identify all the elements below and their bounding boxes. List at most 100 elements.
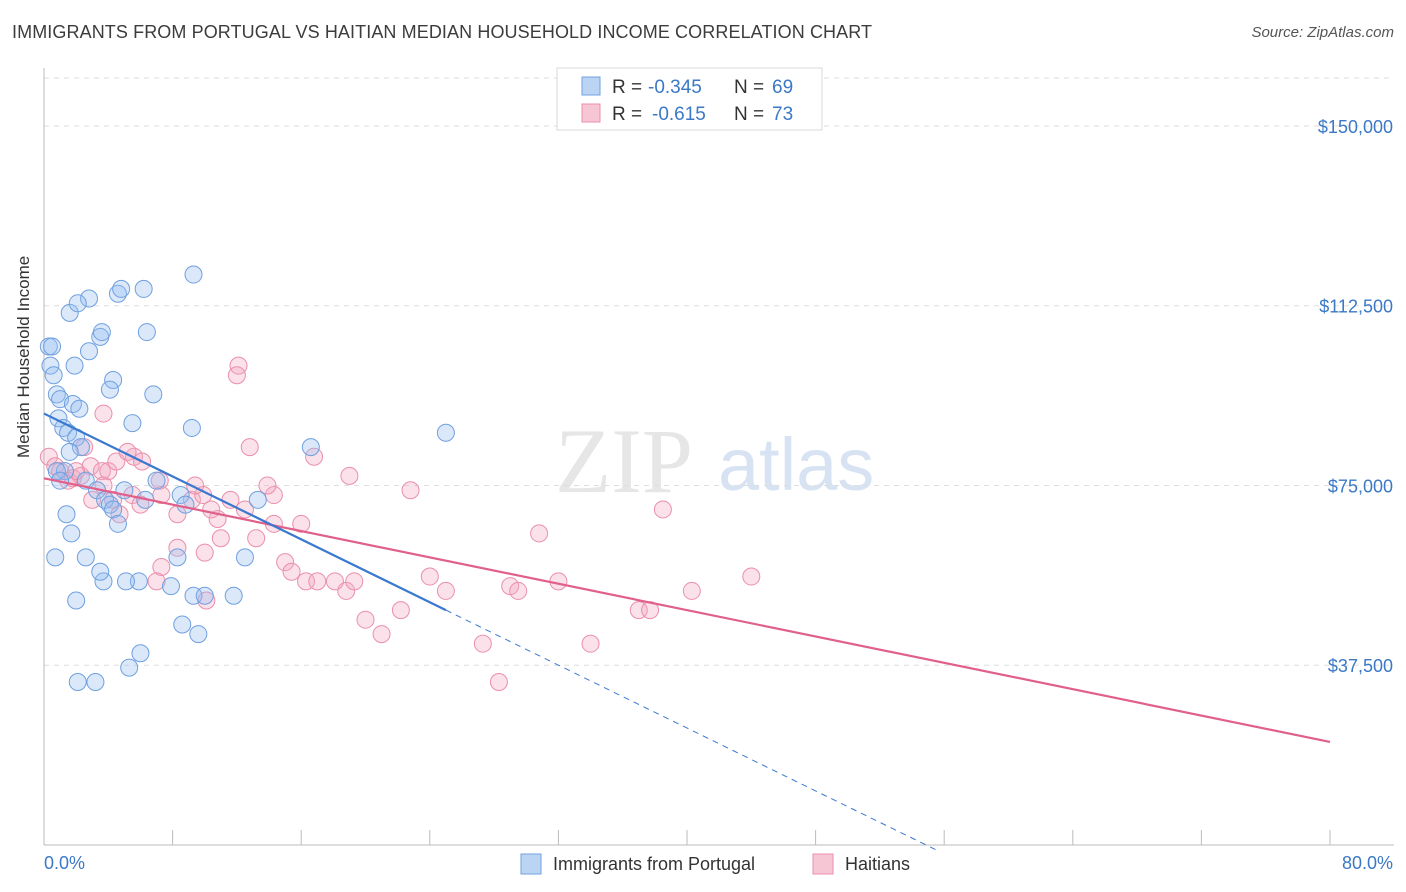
- portugal-point: [80, 289, 99, 308]
- haitians-point: [195, 543, 214, 562]
- haitians-point: [391, 601, 410, 620]
- haitians-point: [229, 356, 248, 375]
- portugal-point: [104, 500, 123, 519]
- haitians-point: [83, 490, 102, 509]
- portugal-point: [68, 673, 87, 692]
- portugal-point: [195, 586, 214, 605]
- portugal-point: [57, 505, 76, 524]
- portugal-point: [67, 591, 86, 610]
- portugal-point: [182, 418, 201, 437]
- legend-r-value-1: -0.345: [648, 77, 702, 98]
- haitians-point: [147, 572, 166, 591]
- chart-title: IMMIGRANTS FROM PORTUGAL VS HAITIAN MEDI…: [12, 22, 873, 42]
- portugal-point: [92, 323, 111, 342]
- bottom-legend: Immigrants from Portugal Haitians: [520, 853, 910, 875]
- portugal-point: [86, 673, 105, 692]
- watermark-atlas: atlas: [718, 423, 874, 506]
- haitians-point: [94, 404, 113, 423]
- portugal-point: [173, 615, 192, 634]
- haitians-point: [305, 447, 324, 466]
- haitians-point: [131, 495, 150, 514]
- portugal-point: [44, 366, 63, 385]
- legend-swatch-pink: [581, 103, 601, 123]
- haitians-points: [39, 356, 761, 692]
- portugal-point: [60, 442, 79, 461]
- portugal-point: [131, 644, 150, 663]
- y-tick-label: $150,000: [1318, 117, 1393, 137]
- haitians-point: [92, 462, 111, 481]
- portugal-point: [301, 438, 320, 457]
- gridlines: [44, 77, 1394, 666]
- x-tick-label-max: 80.0%: [1342, 853, 1393, 873]
- haitians-point: [292, 514, 311, 533]
- haitians-point: [282, 562, 301, 581]
- portugal-point: [68, 294, 87, 313]
- portugal-point: [91, 562, 110, 581]
- haitians-point: [308, 572, 327, 591]
- bottom-legend-label-haitians: Haitians: [845, 854, 910, 874]
- portugal-point: [94, 572, 113, 591]
- haitians-point: [401, 481, 420, 500]
- haitians-point: [420, 567, 439, 586]
- portugal-point: [47, 462, 66, 481]
- axes: [43, 68, 1394, 846]
- portugal-point: [248, 490, 267, 509]
- portugal-trend-line: [43, 412, 447, 612]
- haitians-point: [240, 438, 259, 457]
- haitians-point: [356, 610, 375, 629]
- portugal-point: [112, 279, 131, 298]
- legend-swatch-blue: [581, 76, 601, 96]
- legend-n-label-2: N =: [734, 104, 764, 125]
- y-tick-label: $75,000: [1328, 476, 1393, 496]
- portugal-point: [144, 385, 163, 404]
- y-tick-label: $112,500: [1319, 297, 1393, 317]
- portugal-point: [108, 284, 127, 303]
- portugal-point: [116, 572, 135, 591]
- haitians-point: [489, 673, 508, 692]
- haitians-point: [81, 457, 100, 476]
- legend-n-value-2: 73: [772, 104, 793, 125]
- haitians-point: [549, 572, 568, 591]
- haitians-point: [39, 447, 58, 466]
- portugal-point: [100, 380, 119, 399]
- haitians-point: [473, 634, 492, 653]
- haitians-point: [742, 567, 761, 586]
- portugal-point: [176, 495, 195, 514]
- portugal-point: [65, 356, 84, 375]
- haitians-point: [340, 466, 359, 485]
- portugal-point: [161, 577, 180, 596]
- x-tick-label-min: 0.0%: [44, 853, 85, 873]
- haitians-point: [202, 500, 221, 519]
- portugal-point: [43, 337, 62, 356]
- bottom-legend-label-portugal: Immigrants from Portugal: [553, 854, 755, 874]
- haitians-point: [653, 500, 672, 519]
- haitians-point: [211, 529, 230, 548]
- haitians-point: [345, 572, 364, 591]
- legend: R = -0.345 N = 69 R = -0.615 N = 73: [556, 67, 823, 131]
- portugal-point: [41, 356, 60, 375]
- haitians-point: [227, 366, 246, 385]
- haitians-point: [372, 625, 391, 644]
- portugal-trend-extension: [445, 609, 937, 851]
- bottom-legend-swatch-blue: [520, 853, 542, 875]
- watermark-zip: ZIP: [555, 410, 693, 512]
- portugal-point: [123, 414, 142, 433]
- portugal-point: [235, 548, 254, 567]
- portugal-point: [168, 548, 187, 567]
- haitians-trend-line: [43, 477, 1331, 744]
- portugal-point: [129, 572, 148, 591]
- haitians-point: [682, 581, 701, 600]
- portugal-point: [189, 625, 208, 644]
- tick-labels: $37,500 $75,000 $112,500 $150,000 0.0% 80.0%: [44, 117, 1393, 873]
- haitians-point: [509, 581, 528, 600]
- portugal-point: [120, 658, 139, 677]
- portugal-point: [104, 371, 123, 390]
- haitians-point: [247, 529, 266, 548]
- legend-r-value-2: -0.615: [652, 104, 706, 125]
- haitians-point: [530, 524, 549, 543]
- portugal-point: [80, 342, 99, 361]
- portugal-point: [224, 586, 243, 605]
- portugal-point: [70, 399, 89, 418]
- legend-r-label-1: R =: [612, 77, 642, 98]
